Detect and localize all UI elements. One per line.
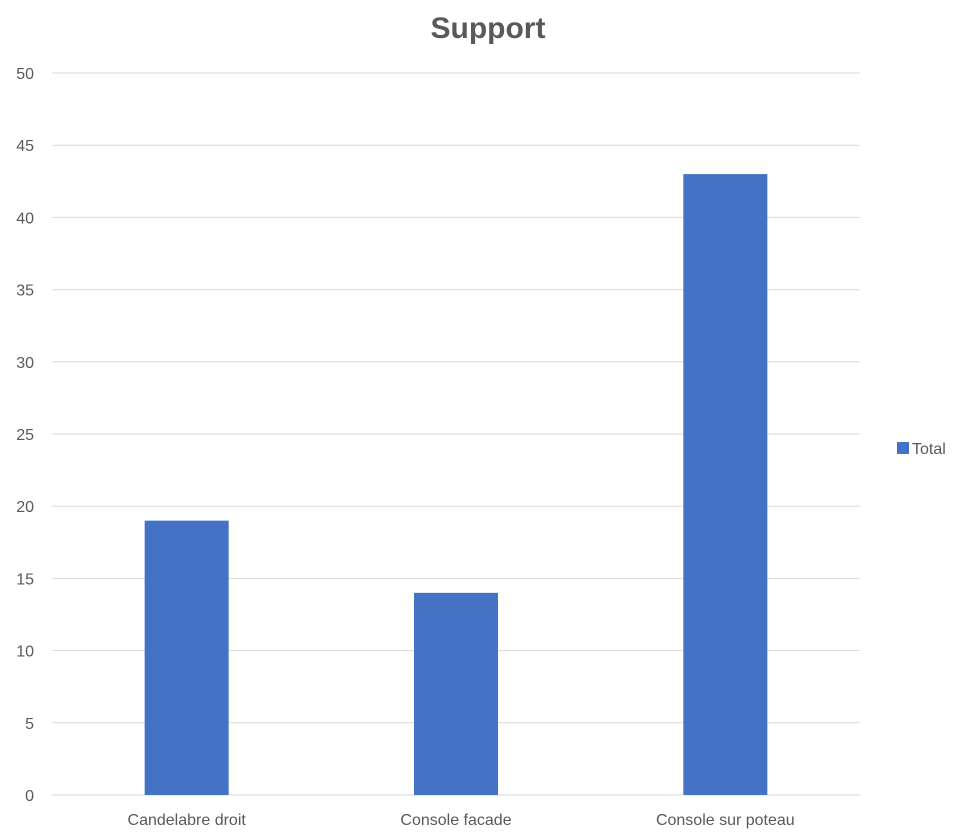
x-tick-label: Console facade xyxy=(400,812,511,829)
y-tick-label: 0 xyxy=(25,788,34,805)
bar-console-sur-poteau xyxy=(683,174,768,795)
legend-swatch-total xyxy=(897,442,909,454)
y-tick-label: 20 xyxy=(16,499,34,516)
y-tick-label: 5 xyxy=(25,716,34,733)
y-tick-label: 10 xyxy=(16,644,34,661)
legend: Total xyxy=(897,441,946,458)
y-axis-tick-labels: 0 5 10 15 20 25 30 35 40 45 50 xyxy=(16,66,34,805)
bars xyxy=(144,174,768,795)
x-axis-tick-labels: Candelabre droit Console facade Console su… xyxy=(128,812,795,829)
y-tick-label: 25 xyxy=(16,427,34,444)
chart-title: Support xyxy=(431,12,546,45)
bar-candelabre-droit xyxy=(144,520,229,795)
x-tick-label: Console sur poteau xyxy=(656,812,795,829)
y-tick-label: 40 xyxy=(16,210,34,227)
y-tick-label: 30 xyxy=(16,355,34,372)
bar-console-facade xyxy=(414,592,498,795)
x-tick-label: Candelabre droit xyxy=(128,812,247,829)
legend-label-total: Total xyxy=(912,441,946,458)
y-tick-label: 50 xyxy=(16,66,34,83)
y-tick-label: 15 xyxy=(16,571,34,588)
y-tick-label: 35 xyxy=(16,283,34,300)
y-tick-label: 45 xyxy=(16,138,34,155)
